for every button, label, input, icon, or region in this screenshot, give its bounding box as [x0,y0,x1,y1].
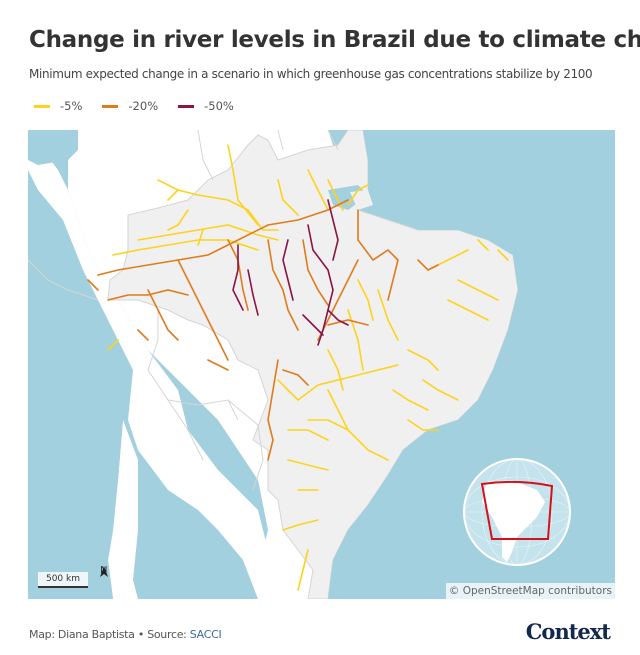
map-canvas [28,130,615,599]
legend-item-5: -5% [34,99,82,113]
north-arrow-icon [100,566,108,577]
legend: -5% -20% -50% [34,99,234,113]
legend-swatch-maroon [178,104,195,108]
attribution[interactable]: © OpenStreetMap contributors [445,583,615,599]
north-arrow: N [100,566,108,577]
legend-label: -50% [204,99,234,113]
legend-label: -5% [60,99,83,113]
inset-globe [463,458,571,566]
legend-swatch-yellow [34,104,50,108]
legend-item-20: -20% [102,99,158,113]
page-title: Change in river levels in Brazil due to … [29,27,640,53]
source-link[interactable]: SACCI [189,628,222,641]
context-logo[interactable]: Context [525,619,611,644]
legend-item-50: -50% [178,99,234,113]
scale-bar: 500 km [38,572,88,588]
footer-credit: Map: Diana Baptista • Source: SACCI [29,628,222,641]
credit-text: Map: Diana Baptista • Source: [29,628,190,641]
map[interactable]: 500 km N © OpenStreetMap contributors [28,130,615,599]
page-subtitle: Minimum expected change in a scenario in… [29,67,593,81]
legend-label: -20% [128,99,159,113]
legend-swatch-orange [102,104,119,108]
